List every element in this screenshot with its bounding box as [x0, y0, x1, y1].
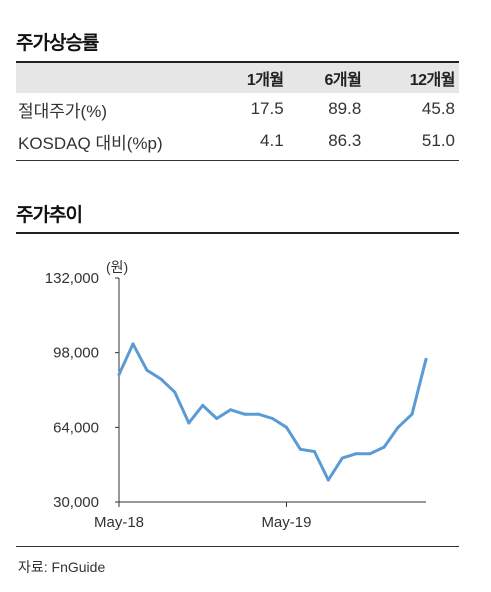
data-point [257, 412, 261, 416]
data-point [173, 390, 177, 394]
data-point [145, 368, 149, 372]
data-point [382, 445, 386, 449]
data-point [201, 403, 205, 407]
cell-value: 86.3 [328, 131, 362, 150]
returns-header-1m: 1개월 [210, 63, 288, 93]
returns-row-absolute: 절대주가(%) 17.5 89.8 45.8 [16, 93, 459, 125]
data-point [340, 456, 344, 460]
y-tick-label: 98,000 [53, 345, 99, 362]
data-point [117, 373, 121, 377]
returns-header-blank [16, 63, 210, 93]
data-point [396, 425, 400, 429]
y-axis-ticks: 132,000 98,000 64,000 30,000 [45, 270, 119, 511]
unit-label: (원) [106, 259, 128, 275]
data-point [187, 421, 191, 425]
data-point [410, 412, 414, 416]
x-axis-ticks: May-18 May-19 [94, 502, 311, 531]
data-point [215, 417, 219, 421]
data-point [424, 357, 428, 361]
data-point [229, 408, 233, 412]
source-note: 자료: FnGuide [18, 559, 106, 575]
cell-value: 45.8 [421, 99, 455, 118]
data-point [159, 377, 163, 381]
x-tick-label: May-18 [94, 514, 144, 531]
cell-value: 51.0 [421, 131, 455, 150]
cell-value: 4.1 [260, 131, 284, 150]
returns-header-row: 1개월 6개월 12개월 [16, 63, 459, 93]
footer-rule [16, 546, 459, 547]
data-point [354, 452, 358, 456]
returns-top-rule [16, 61, 459, 63]
y-tick-label: 132,000 [45, 270, 99, 287]
data-point [271, 417, 274, 421]
returns-header-12m: 12개월 [365, 63, 459, 93]
y-tick-label: 30,000 [53, 494, 99, 511]
returns-bottom-rule [16, 160, 459, 161]
data-point [284, 425, 288, 429]
series-points [117, 342, 428, 482]
cell-value: 89.8 [328, 99, 362, 118]
y-tick-label: 64,000 [53, 419, 99, 436]
data-point [326, 478, 330, 482]
returns-row-relative: KOSDAQ 대비(%p) 4.1 86.3 51.0 [16, 125, 459, 157]
price-chart: (원) 132,000 98,000 64,000 30,000 May-18 May-… [0, 240, 491, 540]
returns-table: 1개월 6개월 12개월 절대주가(%) 17.5 89.8 45.8 KOSD… [16, 63, 459, 157]
returns-section-title: 주가상승률 [16, 32, 99, 54]
cell-value: 17.5 [250, 99, 284, 118]
data-point [131, 342, 135, 346]
data-point [243, 412, 247, 416]
data-point [298, 447, 302, 451]
series-line [117, 342, 428, 482]
x-tick-label: May-19 [261, 514, 311, 531]
data-point [368, 452, 372, 456]
data-point [312, 449, 316, 453]
row-label: KOSDAQ 대비(%p) [18, 133, 163, 153]
chart-top-rule [16, 232, 459, 234]
returns-header-6m: 6개월 [287, 63, 366, 93]
chart-section-title: 주가추이 [16, 204, 83, 226]
row-label: 절대주가(%) [18, 101, 107, 121]
